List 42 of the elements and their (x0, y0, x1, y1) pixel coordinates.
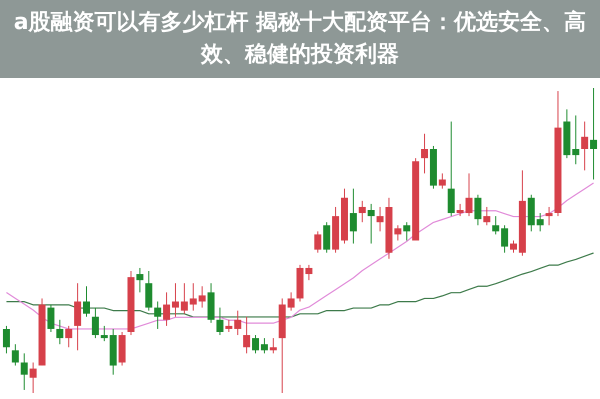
candlestick (172, 282, 179, 318)
candlestick (92, 307, 99, 339)
candlestick (483, 206, 490, 226)
candlestick (394, 224, 402, 241)
candlestick (20, 352, 28, 390)
candlestick (180, 282, 188, 314)
candlestick (288, 292, 295, 312)
candlestick (65, 325, 72, 348)
candlestick (243, 316, 250, 354)
candlestick (466, 172, 473, 217)
candlestick (136, 267, 144, 293)
candlestick (581, 121, 588, 171)
candlestick (572, 114, 580, 165)
candlestick (510, 240, 517, 254)
candlestick (546, 206, 553, 226)
candlestick (590, 88, 598, 180)
candlestick (252, 334, 260, 354)
candlestick (421, 133, 428, 174)
candlestick (154, 301, 162, 330)
candlestick (368, 203, 375, 244)
candlestick (83, 286, 90, 318)
candlestick (314, 230, 322, 254)
candlestick (376, 206, 384, 232)
candlestick (270, 338, 277, 354)
candlestick (456, 203, 464, 217)
candlestick (358, 200, 366, 223)
candlestick (2, 325, 10, 354)
candlestick (163, 292, 170, 326)
candlestick (260, 338, 268, 354)
candlestick (350, 188, 357, 244)
candlestick (12, 344, 19, 366)
candlestick (492, 216, 500, 235)
candlestick (501, 224, 508, 254)
candlestick (403, 222, 410, 241)
candlestick (305, 264, 312, 281)
candlestick (56, 319, 64, 345)
chart-title: a股融资可以有多少杠杆 揭秘十大配资平台：优选安全、高效、稳健的投资利器 (0, 0, 600, 78)
candlestick (30, 362, 37, 394)
candlestick (474, 194, 482, 226)
candlestick (216, 307, 224, 336)
candlestick (47, 304, 54, 332)
candlestick (438, 172, 446, 190)
